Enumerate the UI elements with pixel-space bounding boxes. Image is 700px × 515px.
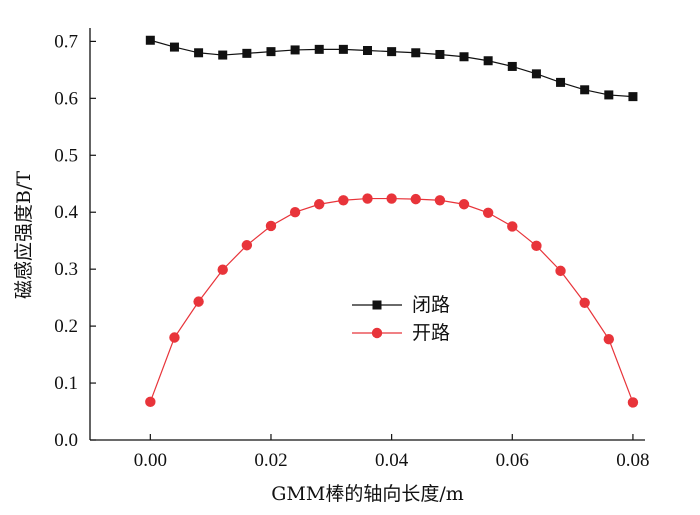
data-point (241, 240, 253, 251)
data-point (169, 42, 179, 52)
data-point (434, 195, 446, 206)
data-point (266, 47, 276, 57)
data-point (314, 44, 324, 54)
data-point (194, 48, 204, 58)
data-point (555, 265, 566, 277)
data-point (483, 56, 493, 66)
data-point (458, 199, 470, 210)
legend-entry: 闭路 (352, 294, 450, 316)
data-point (411, 48, 421, 58)
data-point (531, 69, 541, 79)
y-axis-label: 磁感应强度B/T (13, 171, 35, 299)
y-tick-label: 0.5 (54, 145, 78, 166)
data-point (556, 77, 566, 87)
data-point (603, 334, 615, 345)
data-point (410, 193, 421, 205)
data-point (289, 207, 301, 218)
data-point (482, 207, 494, 218)
series-layer (145, 35, 639, 408)
legend-label: 开路 (412, 322, 450, 344)
data-point (145, 35, 155, 45)
data-point (290, 45, 300, 55)
data-point (338, 44, 348, 54)
x-axis-label: GMM棒的轴向长度/m (271, 483, 464, 505)
data-point (265, 220, 277, 232)
legend-marker (371, 327, 383, 339)
y-tick-label: 0.0 (54, 430, 78, 451)
series-1 (145, 35, 638, 102)
data-point (579, 297, 590, 308)
x-tick-label: 0.08 (616, 450, 649, 471)
x-tick-label: 0.04 (375, 450, 409, 471)
data-point (386, 193, 397, 204)
data-point (628, 92, 638, 102)
data-point (145, 396, 156, 408)
y-tick-label: 0.7 (54, 31, 78, 52)
data-point (362, 193, 373, 204)
y-tick-label: 0.2 (54, 316, 78, 337)
data-point (363, 46, 372, 55)
y-tick-label: 0.1 (54, 373, 78, 394)
data-point (580, 85, 590, 95)
data-point (531, 240, 542, 252)
data-point (435, 49, 445, 59)
legend-marker (372, 300, 382, 310)
data-point (193, 296, 204, 307)
data-point (169, 332, 180, 343)
y-tick-label: 0.3 (54, 259, 78, 280)
series-line (149, 197, 634, 403)
data-point (218, 50, 228, 60)
data-point (627, 397, 639, 408)
data-point (314, 199, 325, 210)
data-point (242, 48, 252, 58)
legend-entry: 开路 (352, 322, 450, 344)
y-tick-label: 0.4 (54, 202, 78, 223)
data-point (507, 61, 517, 71)
data-point (217, 264, 228, 275)
data-point (507, 221, 518, 232)
y-tick-label: 0.6 (54, 88, 78, 109)
x-tick-label: 0.06 (496, 450, 529, 471)
series-2 (145, 193, 639, 408)
data-point (338, 195, 349, 206)
legend-label: 闭路 (412, 294, 450, 316)
data-point (387, 47, 397, 57)
data-point (459, 52, 469, 62)
x-tick-label: 0.02 (254, 450, 287, 471)
axes: 0.0 0.1 0.2 0.3 0.4 0.5 0.6 0.7 0.00 0.02 0.04 0.06… (54, 28, 650, 471)
x-tick-label: 0.00 (134, 450, 167, 471)
data-point (604, 90, 614, 100)
